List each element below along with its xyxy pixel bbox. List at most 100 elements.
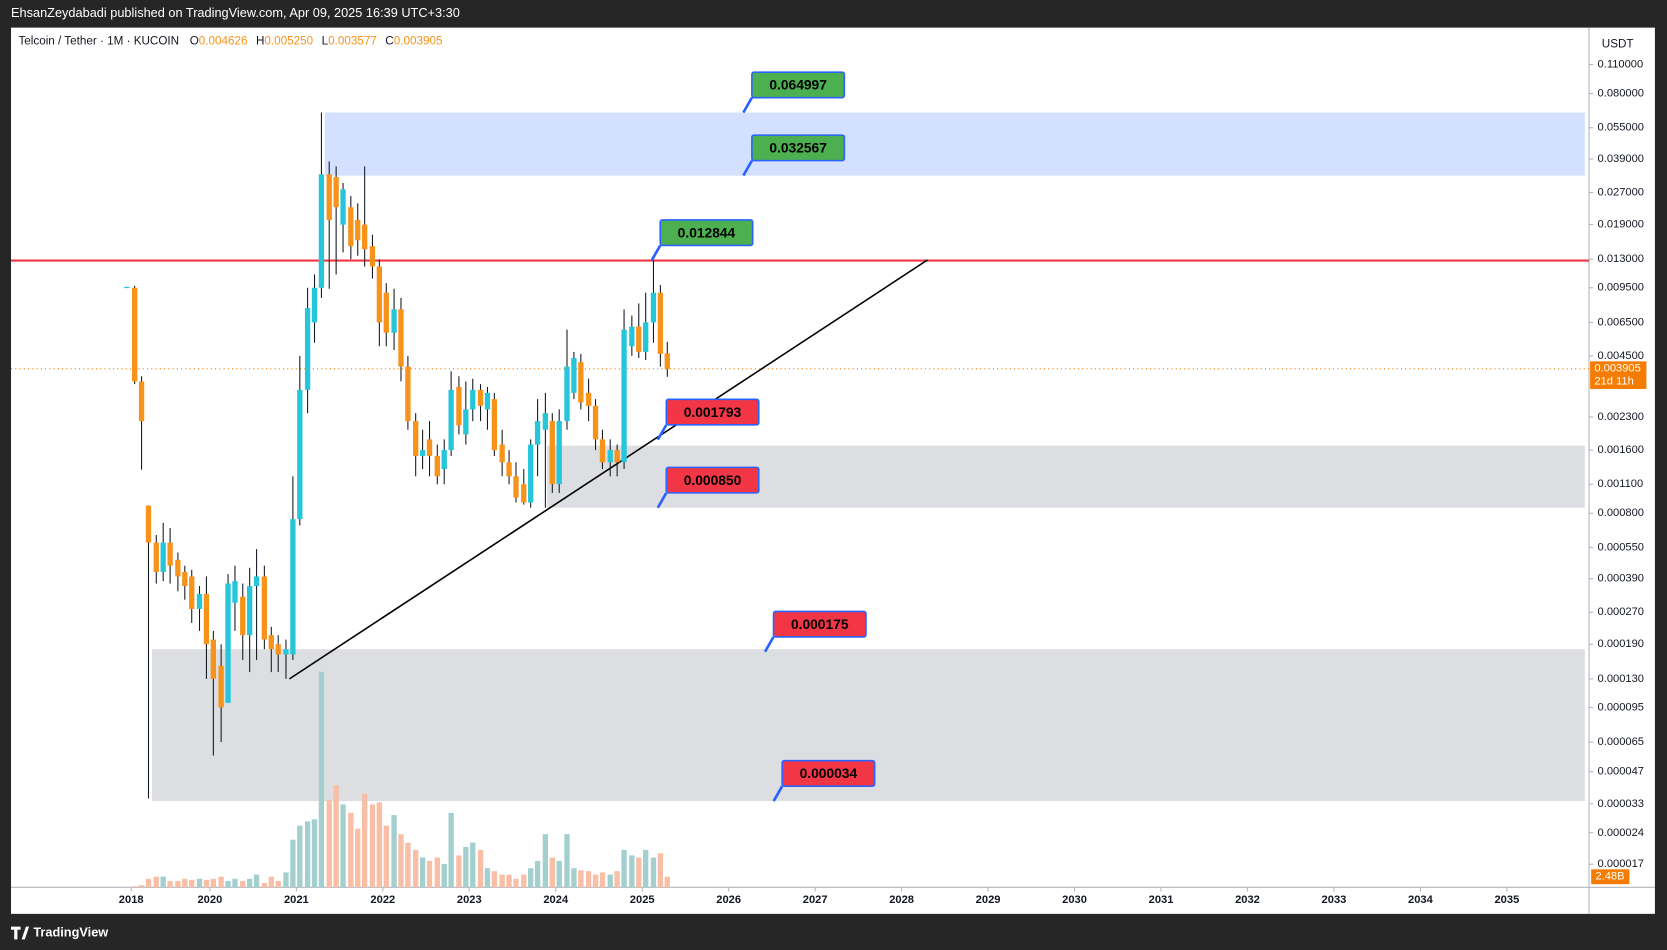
- y-tick-label: 0.002300: [1598, 411, 1644, 423]
- candle-body: [124, 286, 130, 289]
- callout-box: [659, 219, 754, 247]
- candle-body: [275, 644, 281, 655]
- y-tick-label: 0.039000: [1598, 153, 1644, 165]
- candle-body: [477, 389, 484, 406]
- y-tick-label: 0.000800: [1598, 507, 1644, 519]
- candle-body: [664, 353, 670, 369]
- volume-bar: [132, 886, 138, 888]
- volume-bar: [153, 876, 159, 888]
- candle-body: [348, 207, 354, 247]
- candle-body: [456, 386, 462, 426]
- candle-body: [614, 450, 620, 463]
- callout-box: [772, 610, 867, 638]
- candle-body: [311, 287, 318, 323]
- volume-bar: [599, 872, 606, 888]
- candle-body: [175, 559, 181, 577]
- volume-bar: [484, 868, 491, 888]
- y-tick-label: 0.055000: [1598, 122, 1644, 134]
- candle-body: [426, 439, 433, 456]
- candle-body: [621, 329, 627, 463]
- x-tick-label: 2021: [284, 894, 309, 906]
- candle-body: [491, 399, 498, 451]
- candle-body: [448, 389, 454, 451]
- volume-bar: [261, 883, 268, 888]
- candle-body: [283, 649, 289, 655]
- volume-bar: [629, 855, 635, 888]
- volume-bar: [283, 872, 289, 888]
- candle-body: [132, 287, 138, 382]
- candle-body: [585, 392, 592, 406]
- countdown-label: 21d 11h: [1594, 375, 1633, 387]
- callout-pointer: [742, 159, 754, 177]
- volume-bar: [383, 825, 389, 888]
- candle-body: [629, 326, 635, 347]
- volume-bar: [441, 863, 447, 888]
- volume-label-box: [1591, 869, 1630, 885]
- x-tick-label: 2029: [976, 894, 1001, 906]
- x-tick-label: 2027: [803, 894, 828, 906]
- x-tick-label: 2035: [1494, 894, 1519, 906]
- candle-body: [398, 309, 404, 367]
- y-tick-label: 0.000130: [1598, 673, 1644, 685]
- y-tick-label: 0.000033: [1598, 798, 1644, 810]
- candle-body: [607, 450, 613, 463]
- candle-body: [247, 586, 253, 636]
- volume-bar: [290, 839, 296, 888]
- volume-bar: [513, 878, 519, 888]
- volume-bar: [491, 871, 498, 888]
- x-tick-label: 2024: [543, 894, 569, 906]
- candle-body: [218, 665, 224, 708]
- y-tick-label: 0.000095: [1598, 701, 1644, 713]
- volume-bar: [405, 842, 411, 888]
- candle-body: [599, 439, 606, 463]
- callout-pointer: [742, 96, 754, 114]
- candle-body: [182, 571, 188, 587]
- candle-body: [534, 421, 541, 445]
- y-tick-label: 0.009500: [1598, 282, 1644, 294]
- volume-bar: [463, 846, 469, 888]
- volume-bar: [232, 878, 238, 888]
- x-tick-label: 2031: [1149, 894, 1174, 906]
- candle-body: [362, 224, 368, 250]
- volume-bar: [304, 821, 311, 888]
- volume-bar: [268, 876, 274, 888]
- candle-body: [499, 444, 505, 463]
- volume-bar: [225, 880, 231, 888]
- candle-body: [506, 462, 512, 477]
- y-tick-label: 0.019000: [1598, 219, 1644, 231]
- volume-bar: [398, 834, 404, 888]
- candle-body: [355, 219, 361, 241]
- publish-header: EhsanZeydabadi published on TradingView.…: [11, 5, 460, 20]
- candle-body: [643, 322, 649, 352]
- volume-bar: [138, 885, 145, 888]
- x-tick-label: 2022: [370, 894, 395, 906]
- y-tick-label: 0.000017: [1598, 858, 1644, 870]
- legend: Telcoin / Tether · 1M · KUCOIN O0.004626 H…: [18, 35, 442, 48]
- volume-bar: [145, 878, 152, 888]
- y-tick-label: 0.013000: [1598, 253, 1644, 265]
- volume-bar: [362, 793, 368, 888]
- x-tick-label: 2033: [1322, 894, 1347, 906]
- volume-bar: [585, 871, 592, 888]
- y-tick-label: 0.000190: [1598, 638, 1644, 650]
- volume-bar: [607, 874, 613, 888]
- y-tick-label: 0.004500: [1598, 350, 1644, 362]
- legend-value: 0.003577: [328, 35, 377, 48]
- candle-body: [463, 409, 469, 435]
- candle-body: [441, 450, 447, 470]
- callout-pointer: [650, 244, 662, 261]
- legend-value: 0.003905: [394, 35, 443, 48]
- volume-bar: [203, 879, 210, 888]
- y-tick-label: 0.080000: [1598, 88, 1644, 100]
- candle-body: [419, 450, 426, 456]
- y-tick-label: 0.000390: [1598, 573, 1644, 585]
- candle-body: [578, 362, 584, 403]
- callout-label: 0.001793: [684, 404, 742, 420]
- callout-box: [665, 398, 760, 426]
- candle-body: [240, 596, 246, 636]
- callout-pointer: [763, 636, 775, 653]
- candle-body: [160, 542, 166, 572]
- last-price-box: [1590, 361, 1647, 389]
- candle-body: [138, 381, 145, 422]
